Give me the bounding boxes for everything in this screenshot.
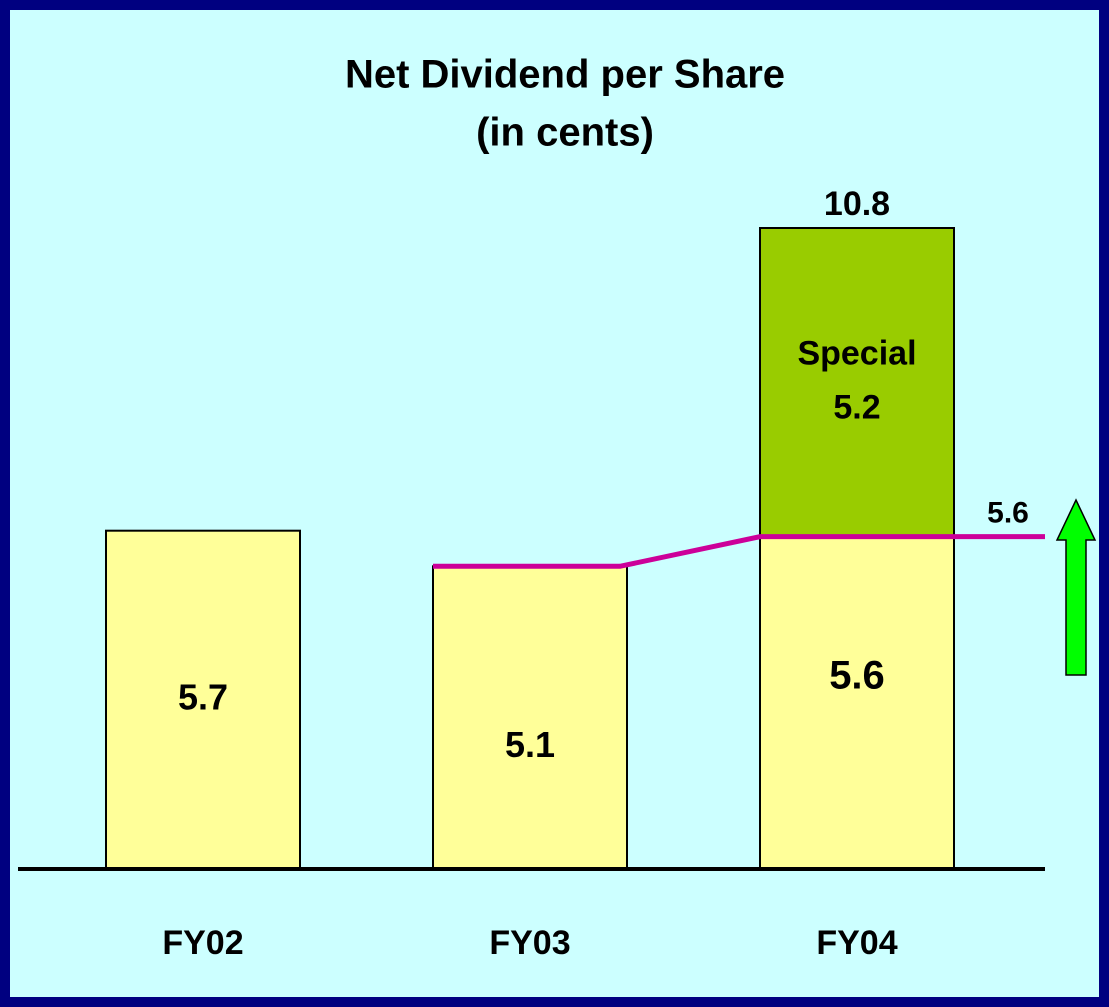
x-tick-label: FY03 [489, 924, 570, 962]
arrow [1055, 498, 1097, 676]
bar-segment [759, 227, 955, 538]
value-label: 5.6 [829, 653, 885, 697]
x-tick-label: FY04 [816, 924, 897, 962]
bar-segment [432, 565, 628, 870]
trend-line [433, 534, 1045, 569]
annotation: 5.6 [987, 497, 1029, 530]
chart-title: Net Dividend per Share [345, 53, 785, 97]
value-label: 5.7 [178, 676, 228, 717]
value-label: 5.1 [505, 724, 555, 765]
value-label: 5.2 [833, 388, 880, 426]
segment-name: Special [797, 334, 916, 372]
x-tick-label: FY02 [162, 924, 243, 962]
bar-segment [759, 535, 955, 870]
total-label: 10.8 [824, 185, 890, 223]
chart-subtitle: (in cents) [476, 111, 654, 155]
